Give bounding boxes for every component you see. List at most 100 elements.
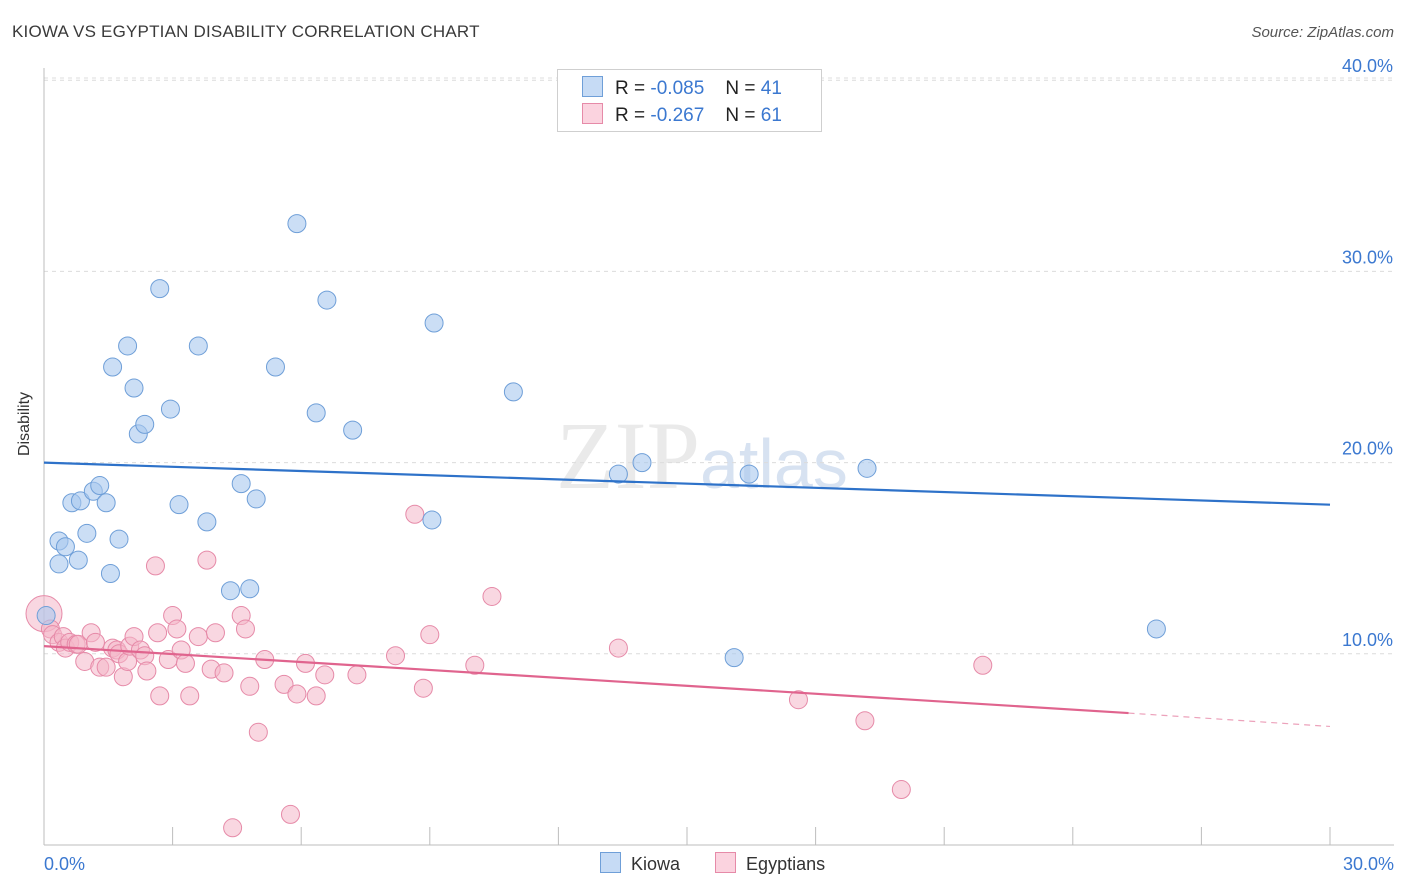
kiowa-point: [169, 495, 189, 515]
legend-row-egyptians: R = -0.267 N = 61: [582, 103, 782, 127]
kiowa-legend-swatch: [600, 852, 621, 873]
egyptians-point: [137, 661, 157, 681]
kiowa-point: [109, 529, 129, 549]
kiowa-point: [632, 453, 652, 473]
kiowa-point: [55, 537, 75, 557]
egyptians-point: [482, 586, 502, 606]
kiowa-point: [49, 554, 69, 574]
x-tick-label: 30.0%: [1343, 854, 1394, 874]
kiowa-point: [503, 382, 523, 402]
egyptians-n-value: 61: [760, 105, 782, 126]
egyptians-point: [973, 655, 993, 675]
egyptians-point: [248, 722, 268, 742]
kiowa-point: [96, 493, 116, 513]
y-tick-label: 30.0%: [1342, 247, 1393, 267]
egyptians-point: [148, 623, 168, 643]
egyptians-point: [413, 678, 433, 698]
legend-item-egyptians[interactable]: Egyptians: [715, 852, 825, 875]
kiowa-point: [124, 378, 144, 398]
kiowa-point: [70, 491, 90, 511]
kiowa-point: [857, 458, 877, 478]
egyptians-point: [788, 690, 808, 710]
kiowa-point: [343, 420, 363, 440]
kiowa-legend-label: Kiowa: [631, 854, 681, 874]
kiowa-point: [118, 336, 138, 356]
legend-item-kiowa[interactable]: Kiowa: [600, 852, 680, 875]
kiowa-point: [317, 290, 337, 310]
egyptians-point: [235, 619, 255, 639]
egyptians-point: [386, 646, 406, 666]
egyptians-point: [240, 676, 260, 696]
kiowa-point: [36, 606, 56, 626]
kiowa-swatch: [582, 76, 603, 97]
egyptians-point: [287, 684, 307, 704]
egyptians-r-value: -0.267: [650, 105, 705, 126]
egyptians-point: [465, 655, 485, 675]
egyptians-point: [150, 686, 170, 706]
kiowa-point: [1146, 619, 1166, 639]
egyptians-point: [223, 818, 243, 838]
egyptians-point: [96, 657, 116, 677]
egyptians-point: [405, 504, 425, 524]
egyptians-point: [180, 686, 200, 706]
egyptians-point: [167, 619, 187, 639]
egyptians-point: [145, 556, 165, 576]
kiowa-point: [68, 550, 88, 570]
egyptians-trend-extension: [1128, 712, 1331, 728]
kiowa-point: [724, 648, 744, 668]
kiowa-point: [103, 357, 123, 377]
kiowa-n-value: 41: [760, 78, 782, 99]
egyptians-point: [891, 780, 911, 800]
kiowa-point: [188, 336, 208, 356]
kiowa-point: [100, 563, 120, 583]
egyptians-point: [205, 623, 225, 643]
y-tick-label: 20.0%: [1342, 439, 1393, 459]
watermark-zip: ZIP: [556, 402, 700, 509]
kiowa-point: [246, 489, 266, 509]
kiowa-point: [265, 357, 285, 377]
kiowa-point: [220, 581, 240, 601]
egyptians-point: [347, 665, 367, 685]
legend-row-kiowa: R = -0.085 N = 41: [582, 76, 782, 100]
egyptians-swatch: [582, 103, 603, 124]
kiowa-trend-line: [43, 461, 1331, 506]
egyptians-trend-line: [43, 645, 1129, 715]
kiowa-point: [197, 512, 217, 532]
egyptians-point: [608, 638, 628, 658]
kiowa-point: [422, 510, 442, 530]
kiowa-point: [77, 523, 97, 543]
kiowa-point: [424, 313, 444, 333]
kiowa-r-value: -0.085: [650, 78, 705, 99]
egyptians-point: [855, 711, 875, 731]
source-label: Source: ZipAtlas.com: [1251, 24, 1394, 41]
egyptians-point: [280, 804, 300, 824]
correlation-legend: R = -0.085 N = 41 R = -0.267 N = 61: [557, 69, 822, 132]
egyptians-point: [306, 686, 326, 706]
r-label: R =: [615, 78, 646, 99]
series-legend: Kiowa Egyptians: [600, 852, 855, 875]
egyptians-point: [214, 663, 234, 683]
kiowa-point: [287, 214, 307, 234]
watermark-atlas: atlas: [700, 425, 848, 503]
egyptians-point: [274, 674, 294, 694]
r-label: R =: [615, 105, 646, 126]
egyptians-point: [420, 625, 440, 645]
kiowa-point: [135, 414, 155, 434]
egyptians-legend-swatch: [715, 852, 737, 873]
kiowa-point: [160, 399, 180, 419]
y-tick-label: 10.0%: [1342, 630, 1393, 650]
kiowa-point: [90, 476, 110, 496]
kiowa-point: [608, 464, 628, 484]
kiowa-point: [306, 403, 326, 423]
kiowa-point: [739, 464, 759, 484]
n-label: N =: [725, 105, 756, 126]
kiowa-point: [150, 279, 170, 299]
chart-title: KIOWA VS EGYPTIAN DISABILITY CORRELATION…: [12, 22, 480, 41]
egyptians-point: [315, 665, 335, 685]
kiowa-point: [231, 474, 251, 494]
x-tick-label: 0.0%: [44, 854, 85, 874]
egyptians-legend-label: Egyptians: [746, 854, 826, 874]
egyptians-point: [175, 653, 195, 673]
kiowa-point: [240, 579, 260, 599]
